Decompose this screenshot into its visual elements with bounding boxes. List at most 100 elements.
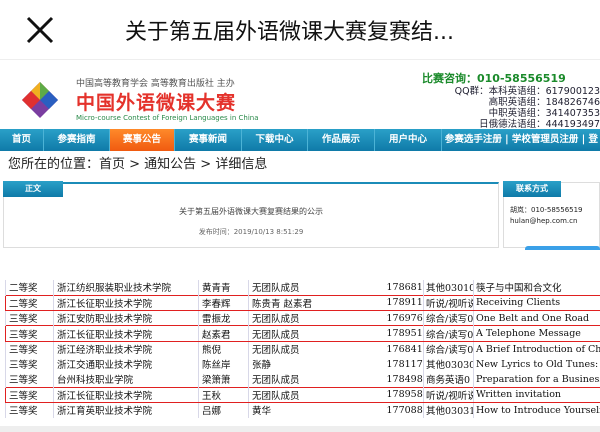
contact-phone: 比赛咨询：010-58556519 [422, 72, 566, 85]
brand-title: 中国外语微课大赛 [76, 92, 237, 114]
cell-school: 浙江长征职业技术学院 [53, 386, 199, 403]
side-button[interactable] [525, 246, 600, 250]
cell-work: How to Introduce Yourself in an [473, 402, 600, 418]
nav-showcase[interactable]: 作品展示 [308, 129, 375, 151]
cell-id: 176841 [386, 343, 423, 355]
cell-work: New Lyrics to Old Tunes: How [473, 356, 600, 372]
cell-name: 王秋 [198, 386, 249, 403]
cell-school: 浙江安防职业技术学院 [53, 310, 199, 326]
table-row: 三等奖 浙江经济职业技术学院 熊倪 无团队成员 176841 综合/读写0 A Brief … [5, 341, 600, 357]
cell-cat: 其他030105 [423, 280, 474, 296]
cell-work: Written invitation [473, 386, 600, 403]
nav-news[interactable]: 赛事新闻 [175, 129, 242, 151]
cell-id: 178958 [383, 386, 424, 403]
cell-members: 无团队成员 [248, 310, 384, 326]
cell-cat: 综合/读写0 [423, 310, 474, 326]
cell-id: 176976 [386, 312, 423, 324]
cell-members: 无团队成员 [248, 341, 384, 357]
organizer-text: 中国高等教育学会 高等教育出版社 主办 [76, 79, 235, 89]
cell-members: 陈贵青 赵素君 [248, 294, 384, 312]
nav-user-center[interactable]: 用户中心 [375, 129, 442, 151]
cell-school: 浙江长征职业技术学院 [53, 325, 199, 342]
nav-announcements[interactable]: 赛事公告 [110, 129, 175, 151]
cell-name: 熊倪 [198, 341, 249, 357]
cell-members: 无团队成员 [248, 371, 384, 388]
cell-school: 浙江经济职业技术学院 [53, 341, 199, 357]
cell-school: 浙江长征职业技术学院 [53, 294, 199, 312]
cell-id: 178951 [383, 325, 424, 342]
cell-name: 雷振龙 [198, 310, 249, 326]
cell-id: 178911 [383, 294, 424, 312]
page-title: 关于第五届外语微课大赛复赛结... [125, 20, 454, 45]
cell-work: One Belt and One Road [473, 310, 600, 326]
table-row: 三等奖 浙江安防职业技术学院 雷振龙 无团队成员 176976 综合/读写0 One Bel… [5, 310, 600, 326]
table-row: 三等奖 台州科技职业学院 梁箫箫 无团队成员 178498 商务英语0 Preparatio… [5, 371, 600, 388]
qq-line: QQ群：本科英语组：617900123 [454, 86, 600, 97]
top-bar: 关于第五届外语微课大赛复赛结... [0, 0, 600, 60]
cell-work: 筷子与中国和合文化 [473, 280, 600, 296]
cell-id: 178117 [386, 358, 423, 370]
cell-cat: 其他030305 [423, 356, 474, 372]
cell-name: 梁箫箫 [198, 371, 249, 388]
cell-prize: 二等奖 [5, 280, 54, 296]
table-row: 二等奖 浙江长征职业技术学院 李春辉 陈贵青 赵素君 178911 听说/视听说 Recei… [5, 294, 600, 312]
tab-contact[interactable]: 联系方式 [503, 181, 561, 197]
tab-body[interactable]: 正文 [3, 181, 63, 197]
site-banner: 中国高等教育学会 高等教育出版社 主办 中国外语微课大赛 Micro-cours… [0, 62, 600, 130]
cell-school: 浙江交通职业技术学院 [53, 356, 199, 372]
cell-name: 陈丝岸 [198, 356, 249, 372]
cell-prize: 三等奖 [5, 356, 54, 372]
cell-cat: 听说/视听说 [423, 294, 474, 312]
cell-work: Preparation for a Business Phone [473, 371, 600, 388]
table-row: 三等奖浙江交通职业技术学院陈丝岸张静178117其他030305New Lyri… [5, 356, 600, 372]
cell-prize: 三等奖 [5, 386, 54, 403]
table-row: 三等奖 浙江长征职业技术学院 王秋 无团队成员 178958 听说/视听说 Written … [5, 386, 600, 403]
cell-id: 178498 [386, 373, 423, 385]
nav-register[interactable]: 参赛选手注册 | 学校管理员注册 | 登 [444, 134, 598, 145]
cell-members: 无团队成员 [248, 280, 384, 296]
qq-line: 中职英语组：341407353 [488, 108, 600, 119]
cell-prize: 三等奖 [5, 371, 54, 388]
table-row: 三等奖浙江育英职业技术学院吕娜黄华177088其他030310How to In… [5, 402, 600, 418]
cell-prize: 二等奖 [5, 294, 54, 312]
table-row: 三等奖 浙江长征职业技术学院 赵素君 无团队成员 178951 综合/读写0 A Telep… [5, 325, 600, 342]
qq-line: 日俄德法语组：444193497 [479, 119, 600, 130]
brand-subtitle: Micro-course Contest of Foreign Language… [76, 114, 259, 122]
cell-prize: 三等奖 [5, 325, 54, 342]
nav-home[interactable]: 首页 [0, 129, 44, 151]
cell-cat: 其他030310 [423, 402, 474, 418]
cell-cat: 商务英语0 [423, 371, 474, 388]
cell-id: 178681 [386, 281, 423, 293]
cell-prize: 三等奖 [5, 402, 54, 418]
table-row: 二等奖浙江纺织服装职业技术学院黄青青无团队成员178681其他030105筷子与… [5, 280, 600, 296]
article-panel [3, 182, 499, 248]
cell-school: 浙江育英职业技术学院 [53, 402, 199, 418]
cell-members: 无团队成员 [248, 325, 384, 342]
results-table: 二等奖浙江纺织服装职业技术学院黄青青无团队成员178681其他030105筷子与… [5, 280, 600, 418]
article-title: 关于第五届外语微课大赛复赛结果的公示 [179, 207, 323, 216]
cell-work: A Brief Introduction of Chinese [473, 341, 600, 357]
main-nav: 首页 参赛指南 赛事公告 赛事新闻 下载中心 作品展示 用户中心 参赛选手注册 … [0, 129, 600, 151]
cell-prize: 三等奖 [5, 341, 54, 357]
qq-line: 高职英语组：184826746 [488, 97, 600, 108]
cell-name: 赵素君 [198, 325, 249, 342]
contact-line: 胡岚：010-58556519 [510, 206, 583, 214]
cell-name: 李春辉 [198, 294, 249, 312]
qq-groups: QQ群：本科英语组：617900123 高职英语组：184826746 中职英语… [444, 86, 600, 130]
nav-guide[interactable]: 参赛指南 [44, 129, 110, 151]
cell-work: Receiving Clients [473, 294, 600, 312]
close-icon[interactable] [24, 14, 56, 46]
cell-prize: 三等奖 [5, 310, 54, 326]
bottom-strip [0, 426, 600, 432]
cell-school: 浙江纺织服装职业技术学院 [53, 280, 199, 296]
cell-school: 台州科技职业学院 [53, 371, 199, 388]
breadcrumb: 您所在的位置：首页 > 通知公告 > 详细信息 [8, 157, 268, 172]
cell-work: A Telephone Message [473, 325, 600, 342]
cell-cat: 综合/读写0 [423, 325, 474, 342]
cell-id: 177088 [386, 404, 423, 416]
cell-name: 吕娜 [198, 402, 249, 418]
cell-members: 黄华 [248, 402, 384, 418]
nav-downloads[interactable]: 下载中心 [242, 129, 308, 151]
cell-members: 张静 [248, 356, 384, 372]
cell-name: 黄青青 [198, 280, 249, 296]
